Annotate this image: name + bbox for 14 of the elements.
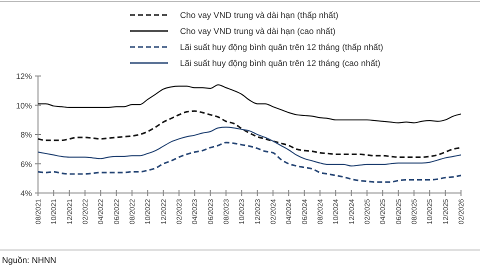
y-tick-label: 4% bbox=[20, 189, 32, 198]
line-series bbox=[37, 126, 462, 166]
line-series bbox=[37, 110, 462, 158]
y-tick-label: 6% bbox=[20, 160, 32, 169]
line-series bbox=[37, 84, 462, 124]
y-tick-label: 8% bbox=[20, 130, 32, 140]
legend-label: Cho vay VND trung và dài hạn (thấp nhất) bbox=[180, 10, 338, 20]
legend-label: Lãi suất huy động bình quân trên 12 tháng (cao nhất) bbox=[180, 58, 381, 68]
y-tick-label: 12% bbox=[16, 72, 32, 81]
legend-label: Cho vay VND trung và dài hạn (cao nhất) bbox=[180, 26, 336, 36]
y-tick-label: 10% bbox=[16, 101, 32, 110]
legend-label: Lãi suất huy động bình quân trên 12 tháng (thấp nhất) bbox=[180, 42, 384, 52]
text: Nguồn: NHNN bbox=[2, 255, 56, 265]
line-series bbox=[37, 142, 462, 183]
